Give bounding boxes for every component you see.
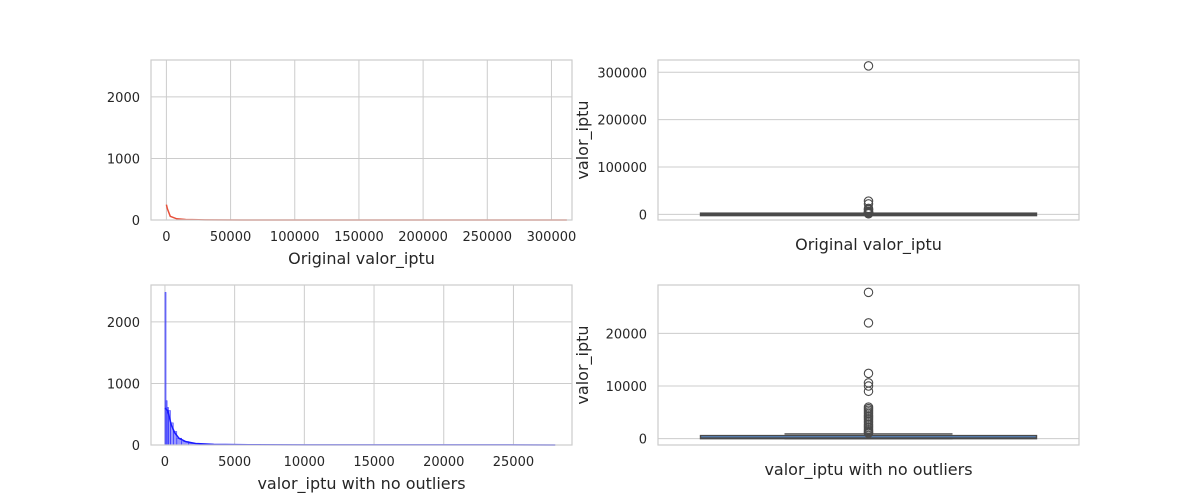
x-tick-label: 10000	[284, 455, 325, 470]
y-tick-label: 10000	[606, 380, 647, 395]
x-axis-label: Original valor_iptu	[795, 235, 942, 255]
x-tick-label: 200000	[398, 230, 448, 245]
y-axis-label: valor_iptu	[573, 100, 593, 179]
outlier-point	[863, 381, 874, 391]
plot-frame	[150, 284, 573, 446]
outlier-point	[863, 386, 874, 397]
y-tick-label: 1000	[107, 377, 140, 392]
y-tick-label: 300000	[597, 66, 647, 81]
x-tick-label: 0	[162, 230, 170, 245]
outlier-point	[863, 287, 874, 298]
y-tick-label: 2000	[107, 91, 140, 106]
y-tick-label: 1000	[107, 152, 140, 167]
y-tick-label: 0	[132, 214, 140, 229]
outlier-points	[863, 287, 874, 438]
x-tick-label: 15000	[353, 455, 394, 470]
outlier-point	[863, 61, 874, 71]
x-axis-label: valor_iptu with no outliers	[764, 460, 972, 480]
outlier-point	[863, 318, 874, 328]
x-tick-label: 250000	[462, 230, 512, 245]
y-tick-label: 200000	[597, 114, 647, 129]
y-tick-label: 100000	[597, 161, 647, 176]
y-axis-label: valor_iptu	[573, 325, 593, 404]
x-axis-label: Original valor_iptu	[288, 249, 435, 269]
histogram-bars	[164, 292, 249, 446]
x-tick-label: 50000	[210, 230, 251, 245]
chart-panel-1: 0 50000 100000 150000 200000 250000 300000 0 100…	[107, 59, 577, 269]
x-tick-label: 20000	[423, 455, 464, 470]
x-tick-label: 0	[161, 455, 169, 470]
plot-frame	[657, 59, 1080, 221]
plot-frame	[657, 284, 1080, 446]
outlier-point	[863, 428, 874, 438]
kde-line	[164, 407, 556, 446]
y-tick-label: 0	[132, 439, 140, 454]
kde-line	[165, 204, 567, 221]
y-tick-label: 20000	[606, 327, 647, 342]
x-tick-label: 100000	[270, 230, 320, 245]
y-tick-label: 0	[639, 208, 647, 223]
outlier-points	[863, 61, 874, 219]
x-tick-label: 5000	[218, 455, 251, 470]
x-tick-label: 25000	[493, 455, 534, 470]
chart-panel-3: 0 5000 10000 15000 20000 25000 0 1000 2000 valor_…	[107, 284, 573, 494]
chart-panel-4: 0 10000 20000 valor_iptu valor_iptu with no …	[573, 284, 1080, 480]
chart-panel-2: 0 100000 200000 300000 valor_iptu Original va…	[573, 59, 1080, 255]
outlier-point	[863, 209, 874, 219]
y-tick-label: 0	[639, 433, 647, 448]
x-axis-label: valor_iptu with no outliers	[257, 474, 465, 494]
y-tick-label: 2000	[107, 316, 140, 331]
plot-frame	[150, 59, 573, 221]
outlier-point	[863, 368, 874, 379]
x-tick-label: 300000	[527, 230, 577, 245]
x-tick-label: 150000	[334, 230, 384, 245]
